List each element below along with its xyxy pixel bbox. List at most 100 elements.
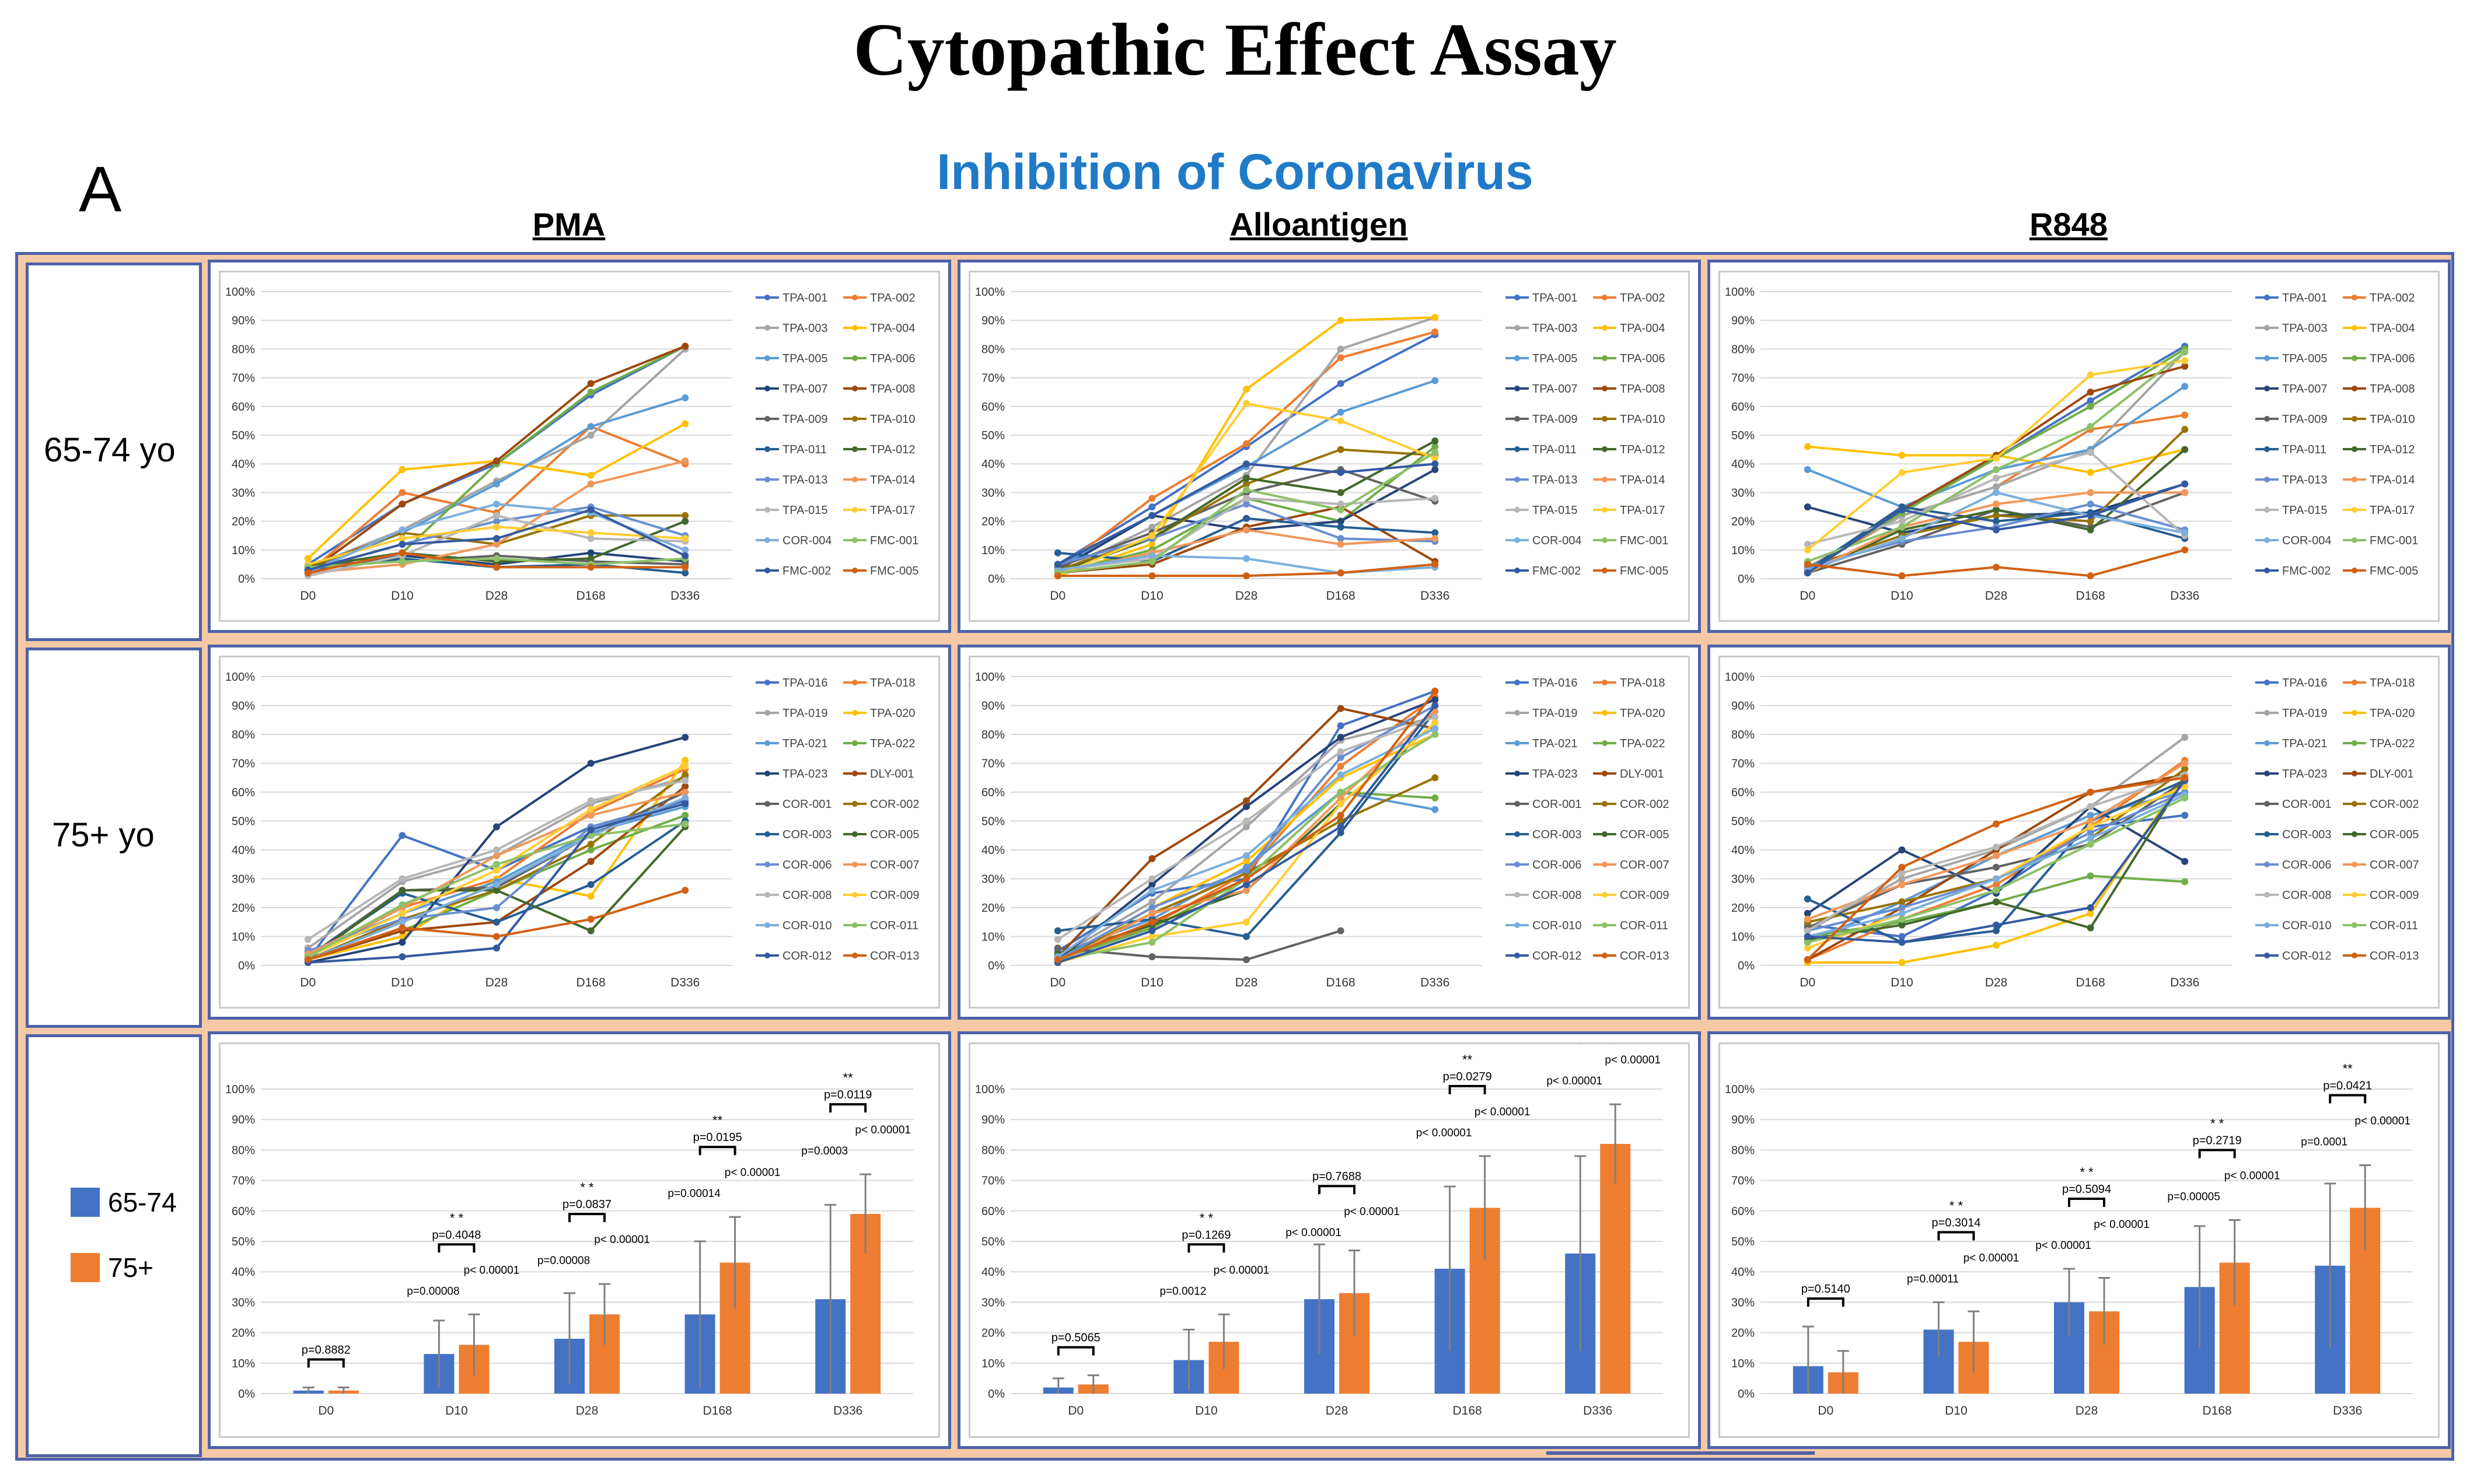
row-label-box-75plus: 75+ yo	[26, 648, 202, 1028]
legend-marker	[764, 710, 770, 716]
p-value-65-74: p=0.00008	[407, 1285, 459, 1297]
legend-marker	[2352, 446, 2357, 452]
legend-entry: TPA-019	[2282, 707, 2327, 720]
legend-marker	[764, 295, 770, 300]
legend-entry: COR-008	[782, 889, 832, 902]
data-point	[682, 394, 689, 402]
legend-entry: TPA-013	[1532, 474, 1577, 487]
data-point	[1148, 898, 1156, 906]
y-tick-label: 30%	[1731, 1296, 1755, 1309]
y-tick-label: 90%	[981, 1114, 1005, 1126]
legend-marker	[852, 680, 858, 685]
x-tick-label: D10	[391, 589, 414, 603]
legend-marker	[852, 507, 858, 513]
legend-marker	[764, 771, 770, 776]
chart-svg: 0% 10% 20% 30% 40% 50% 60% 70% 80% 90% 100% D0 D10 D2…	[225, 671, 920, 989]
data-point	[1337, 540, 1344, 548]
line-chart-cell: 0% 10% 20% 30% 40% 50% 60% 70% 80% 90% 100% D0 D10 D2…	[958, 645, 1701, 1020]
legend-entry: TPA-001	[782, 292, 827, 304]
y-tick-label: 90%	[1731, 700, 1755, 713]
significance-bracket	[307, 1358, 345, 1368]
data-point	[2181, 357, 2189, 365]
y-tick-label: 60%	[1731, 401, 1755, 414]
y-tick-label: 90%	[1731, 314, 1755, 327]
data-point	[1898, 915, 1906, 923]
data-point	[587, 388, 595, 396]
data-point	[399, 540, 406, 548]
bracket-p-value: p=0.1269	[1182, 1228, 1231, 1241]
bracket-p-value: p=0.0195	[693, 1131, 742, 1144]
legend-marker	[2352, 740, 2357, 746]
legend-marker	[1602, 740, 1608, 746]
data-point	[1337, 829, 1344, 836]
data-point	[1243, 887, 1250, 894]
legend-entry: TPA-003	[2282, 322, 2327, 335]
data-point	[2087, 397, 2094, 404]
legend-marker	[1514, 771, 1520, 776]
data-point	[399, 901, 406, 909]
y-tick-label: 10%	[1731, 931, 1755, 944]
y-tick-label: 100%	[225, 286, 255, 299]
x-tick-label: D0	[1818, 1404, 1833, 1418]
data-point	[1993, 489, 2000, 496]
chart-svg: 0% 10% 20% 30% 40% 50% 60% 70% 80% 90% 100% D0 D10 D2…	[1725, 286, 2419, 603]
data-point	[1898, 875, 1906, 883]
data-point	[587, 471, 595, 479]
legend-marker	[1514, 892, 1520, 898]
legend-marker	[1602, 537, 1608, 543]
p-value-65-74: p< 0.00001	[2035, 1240, 2091, 1252]
legend-entry: TPA-022	[1620, 737, 1665, 750]
legend-entry: TPA-009	[1532, 413, 1577, 426]
y-tick-label: 90%	[232, 314, 255, 327]
x-tick-label: D28	[485, 589, 508, 603]
p-value-65-74: p=0.0012	[1160, 1285, 1207, 1297]
legend-entry: COR-013	[870, 950, 919, 963]
legend-entry: COR-011	[870, 919, 918, 932]
data-point	[587, 506, 595, 513]
data-point	[1243, 817, 1250, 825]
y-tick-label: 30%	[981, 487, 1005, 499]
data-point	[1243, 866, 1250, 874]
data-point	[1993, 942, 2000, 949]
legend-entry: TPA-006	[1620, 352, 1665, 365]
y-tick-label: 60%	[981, 401, 1005, 414]
p-value-65-74: p< 0.00001	[1416, 1127, 1472, 1139]
data-point	[682, 789, 689, 796]
row-label-box-65-74: 65-74 yo	[26, 262, 202, 641]
data-point	[493, 944, 500, 952]
data-point	[1243, 933, 1250, 940]
legend-entry: TPA-012	[2370, 443, 2415, 456]
y-tick-label: 70%	[981, 758, 1005, 771]
data-point	[1898, 881, 1906, 888]
data-point	[587, 927, 595, 935]
legend-marker	[764, 892, 770, 898]
chart-svg: 0% 10% 20% 30% 40% 50% 60% 70% 80% 90% 100% D0 D10 D2…	[975, 671, 1669, 989]
legend-marker	[1602, 295, 1608, 300]
x-tick-label: D168	[576, 976, 605, 989]
data-point	[1898, 846, 1906, 853]
legend-marker	[2264, 740, 2270, 746]
data-point	[399, 924, 406, 932]
data-point	[1337, 811, 1344, 819]
data-point	[493, 457, 500, 465]
y-tick-label: 20%	[981, 902, 1005, 915]
line-chart-cell: 0% 10% 20% 30% 40% 50% 60% 70% 80% 90% 100% D0 D10 D2…	[958, 260, 1701, 633]
data-point	[1337, 408, 1344, 416]
legend-marker	[1602, 892, 1608, 898]
data-point	[2087, 517, 2094, 525]
y-tick-label: 80%	[1731, 343, 1755, 356]
data-point	[2087, 572, 2094, 580]
legend-entry: FMC-005	[870, 565, 918, 578]
data-point	[682, 517, 689, 525]
data-point	[1431, 561, 1439, 568]
data-point	[1337, 417, 1344, 425]
legend-marker	[1602, 710, 1608, 716]
legend-entry: TPA-018	[870, 677, 915, 690]
legend-entry: TPA-001	[2282, 292, 2327, 304]
data-point	[587, 858, 595, 865]
y-tick-label: 50%	[981, 429, 1005, 442]
data-point	[1431, 460, 1439, 468]
data-point	[1337, 501, 1344, 508]
legend-entry: COR-004	[1532, 534, 1581, 547]
data-point	[1243, 526, 1250, 534]
